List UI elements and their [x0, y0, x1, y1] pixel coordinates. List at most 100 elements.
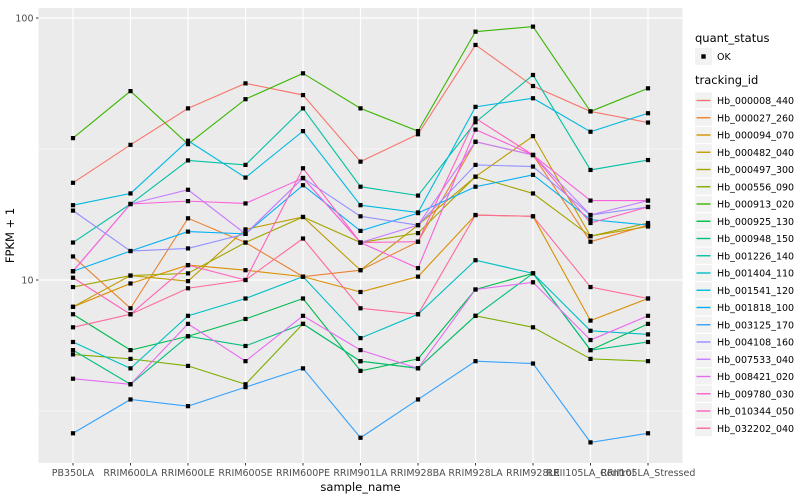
- data-point-Hb_003125_170: [70, 431, 76, 436]
- data-point-Hb_001226_140: [358, 184, 363, 189]
- data-point-Hb_000027_260: [70, 254, 76, 259]
- x-tick-label: RRIM901LA: [333, 468, 388, 479]
- data-point-Hb_000497_300: [185, 271, 191, 276]
- data-point-Hb_004108_160: [473, 162, 478, 167]
- data-point-Hb_000497_300: [243, 240, 248, 245]
- data-point-Hb_000497_300: [300, 214, 306, 220]
- data-point-Hb_032202_040: [530, 214, 536, 219]
- data-point-Hb_003125_170: [185, 404, 191, 409]
- legend-label-Hb_000913_020: Hb_000913_020: [717, 200, 794, 211]
- data-point-Hb_001226_140: [530, 72, 536, 78]
- data-point-Hb_000913_020: [300, 71, 306, 76]
- data-point-Hb_032202_040: [185, 286, 191, 291]
- legend-label-Hb_000497_300: Hb_000497_300: [717, 165, 794, 176]
- data-point-Hb_032202_040: [473, 212, 478, 218]
- data-point-Hb_000008_440: [243, 81, 248, 86]
- legend-label-ok: OK: [717, 52, 731, 63]
- data-point-Hb_001818_100: [645, 223, 651, 228]
- data-point-Hb_000008_440: [473, 42, 478, 48]
- x-tick-label: RRII105LA_Control: [546, 468, 634, 479]
- data-point-Hb_032202_040: [415, 312, 421, 317]
- data-point-Hb_009780_030: [185, 199, 191, 204]
- data-point-Hb_008421_020: [415, 366, 421, 371]
- data-point-Hb_000913_020: [530, 24, 536, 29]
- data-point-Hb_009780_030: [243, 201, 248, 206]
- data-point-Hb_000008_440: [415, 132, 421, 137]
- data-point-Hb_000948_150: [300, 321, 306, 326]
- data-point-Hb_001226_140: [243, 162, 248, 167]
- data-point-Hb_000497_300: [70, 284, 76, 290]
- data-point-Hb_000008_440: [300, 92, 306, 98]
- legend-label-Hb_000027_260: Hb_000027_260: [717, 113, 794, 124]
- data-point-Hb_010344_050: [645, 204, 651, 210]
- data-point-Hb_001818_100: [588, 217, 593, 222]
- data-point-Hb_001226_140: [185, 158, 191, 163]
- legend-label-Hb_000556_090: Hb_000556_090: [717, 182, 794, 193]
- data-point-Hb_001226_140: [645, 157, 651, 163]
- data-point-Hb_007533_040: [243, 231, 248, 236]
- data-point-Hb_008421_020: [128, 382, 133, 387]
- data-point-Hb_001404_110: [243, 296, 248, 301]
- data-point-Hb_001541_120: [185, 138, 191, 143]
- legend-label-Hb_003125_170: Hb_003125_170: [717, 320, 794, 331]
- data-point-Hb_000556_090: [243, 382, 248, 387]
- data-point-Hb_009780_030: [300, 175, 306, 181]
- legend-label-Hb_001541_120: Hb_001541_120: [717, 286, 794, 297]
- legend-label-Hb_009780_030: Hb_009780_030: [717, 389, 794, 400]
- data-point-Hb_000482_040: [243, 227, 248, 232]
- data-point-Hb_000497_300: [588, 234, 593, 239]
- data-point-Hb_000913_020: [358, 106, 363, 111]
- data-point-Hb_001226_140: [70, 240, 76, 245]
- data-point-Hb_000482_040: [185, 279, 191, 284]
- y-tick-label: 10: [21, 276, 33, 287]
- data-point-Hb_008421_020: [358, 348, 363, 353]
- data-point-Hb_001404_110: [300, 274, 306, 279]
- data-point-Hb_010344_050: [185, 262, 191, 268]
- data-point-Hb_000497_300: [128, 273, 133, 278]
- data-point-Hb_000008_440: [185, 106, 191, 111]
- data-point-Hb_000008_440: [358, 159, 363, 164]
- legend-label-Hb_001404_110: Hb_001404_110: [717, 269, 794, 280]
- data-point-Hb_009780_030: [645, 198, 651, 203]
- x-tick-label: RRIM928LA: [448, 468, 503, 479]
- data-point-Hb_003125_170: [473, 359, 478, 364]
- data-point-Hb_032202_040: [358, 306, 363, 311]
- data-point-Hb_032202_040: [70, 325, 76, 330]
- data-point-Hb_004108_160: [70, 208, 76, 213]
- x-tick-label: RRIM928LE: [506, 468, 560, 479]
- data-point-Hb_000925_130: [300, 296, 306, 301]
- legend-label-Hb_007533_040: Hb_007533_040: [717, 355, 794, 366]
- data-point-Hb_001541_120: [243, 175, 248, 180]
- x-tick-label: RRII105LA_Stressed: [601, 468, 696, 479]
- data-point-Hb_000556_090: [70, 352, 76, 357]
- y-axis-title: FPKM + 1: [3, 208, 17, 263]
- data-point-Hb_000913_020: [70, 136, 76, 141]
- data-point-Hb_008421_020: [185, 321, 191, 326]
- data-point-Hb_001541_120: [300, 129, 306, 134]
- legend-label-Hb_000948_150: Hb_000948_150: [717, 234, 794, 245]
- legend-marker-ok: [701, 54, 706, 59]
- legend-label-Hb_000925_130: Hb_000925_130: [717, 217, 794, 228]
- data-point-Hb_010344_050: [300, 166, 306, 171]
- data-point-Hb_000027_260: [588, 239, 593, 244]
- data-point-Hb_004108_160: [358, 214, 363, 219]
- data-point-Hb_000556_090: [530, 325, 536, 330]
- legend-title-tracking-id: tracking_id: [695, 73, 758, 87]
- data-point-Hb_000482_040: [530, 134, 536, 139]
- data-point-Hb_000925_130: [243, 316, 248, 322]
- data-point-Hb_007533_040: [415, 223, 421, 228]
- data-point-Hb_000027_260: [128, 306, 133, 311]
- data-point-Hb_001541_120: [645, 111, 651, 116]
- data-point-Hb_000497_300: [415, 231, 421, 236]
- x-tick-label: RRIM928BA: [390, 468, 446, 479]
- data-point-Hb_032202_040: [300, 236, 306, 241]
- data-point-Hb_032202_040: [128, 312, 133, 317]
- data-point-Hb_004108_160: [530, 164, 536, 169]
- data-point-Hb_000925_130: [358, 368, 363, 373]
- data-point-Hb_003125_170: [530, 361, 536, 366]
- data-point-Hb_001541_120: [588, 129, 593, 134]
- data-point-Hb_008421_020: [530, 280, 536, 285]
- data-point-Hb_001541_120: [128, 191, 133, 196]
